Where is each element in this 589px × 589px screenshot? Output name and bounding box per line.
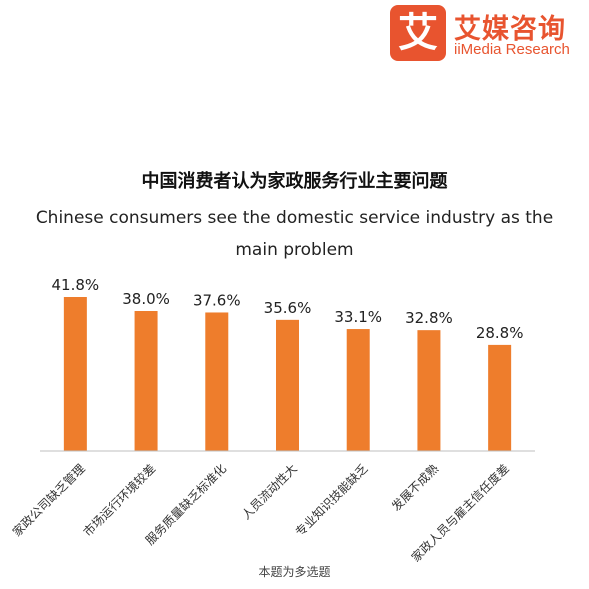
category-label-6: 发展不成熟	[388, 461, 441, 514]
value-label-4: 35.6%	[264, 299, 312, 317]
chart-title: 中国消费者认为家政服务行业主要问题	[141, 171, 448, 192]
logo-mark: 艾	[390, 5, 446, 61]
logo-name-cn: 艾媒咨询	[454, 14, 566, 45]
value-label-6: 32.8%	[405, 309, 453, 327]
category-label-4: 人员流动性大	[239, 461, 300, 522]
value-label-7: 28.8%	[476, 324, 524, 342]
chart-subtitle: Chinese consumers see the domestic servi…	[35, 208, 554, 260]
bar-4	[276, 319, 299, 451]
bar-5	[346, 329, 370, 451]
bars-group	[63, 297, 512, 451]
category-label-5: 专业知识技能缺乏	[292, 461, 370, 539]
category-label-1: 家政公司缺乏管理	[9, 461, 87, 539]
category-labels-group: 家政公司缺乏管理市场运行环境较差服务质量缺乏标准化 人员流动性大专业知识技能缺乏发…	[9, 461, 512, 565]
bar-6	[417, 330, 441, 451]
logo-name-en: iiMedia Research	[454, 41, 570, 58]
value-label-3: 37.6%	[193, 291, 241, 309]
value-label-2: 38.0%	[122, 290, 170, 308]
bar-7	[488, 344, 512, 451]
value-label-1: 41.8%	[52, 276, 100, 294]
bar-2	[134, 311, 158, 451]
bar-1	[63, 297, 87, 451]
value-labels-group: 41.8% 38.0% 37.6% 35.6% 33.1% 32.8% 28.8%	[52, 276, 524, 342]
category-label-2: 市场运行环境较差	[80, 461, 158, 539]
value-label-5: 33.1%	[334, 308, 382, 326]
iimedia-logo: 艾 艾媒咨询 iiMedia Research	[390, 5, 586, 61]
bar-3	[205, 312, 229, 451]
multi-choice-note: 本题为多选题	[258, 565, 331, 579]
